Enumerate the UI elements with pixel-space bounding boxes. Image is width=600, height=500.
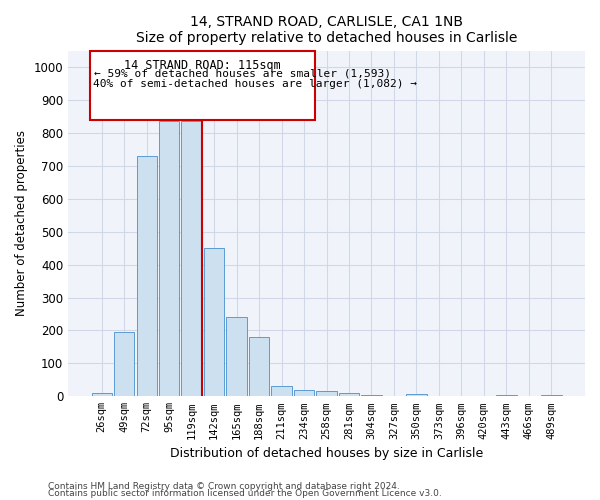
Bar (159, 122, 179, 396)
Bar (361, 394, 382, 396)
Bar (271, 386, 292, 396)
Bar (181, 122, 202, 396)
Text: 14 STRAND ROAD: 115sqm: 14 STRAND ROAD: 115sqm (124, 59, 281, 72)
Bar (114, 332, 134, 396)
Text: Contains HM Land Registry data © Crown copyright and database right 2024.: Contains HM Land Registry data © Crown c… (48, 482, 400, 491)
Y-axis label: Number of detached properties: Number of detached properties (15, 130, 28, 316)
Bar (294, 390, 314, 396)
FancyBboxPatch shape (91, 50, 315, 119)
Text: 40% of semi-detached houses are larger (1,082) →: 40% of semi-detached houses are larger (… (92, 78, 416, 88)
Bar (541, 394, 562, 396)
Text: Contains public sector information licensed under the Open Government Licence v3: Contains public sector information licen… (48, 490, 442, 498)
Title: 14, STRAND ROAD, CARLISLE, CA1 1NB
Size of property relative to detached houses : 14, STRAND ROAD, CARLISLE, CA1 1NB Size … (136, 15, 517, 45)
Bar (406, 394, 427, 396)
Text: ← 59% of detached houses are smaller (1,593): ← 59% of detached houses are smaller (1,… (94, 68, 391, 78)
Bar (137, 156, 157, 396)
Bar (249, 337, 269, 396)
Bar (226, 318, 247, 396)
Bar (339, 393, 359, 396)
Bar (204, 248, 224, 396)
Bar (496, 394, 517, 396)
Bar (316, 392, 337, 396)
X-axis label: Distribution of detached houses by size in Carlisle: Distribution of detached houses by size … (170, 447, 483, 460)
Bar (92, 393, 112, 396)
